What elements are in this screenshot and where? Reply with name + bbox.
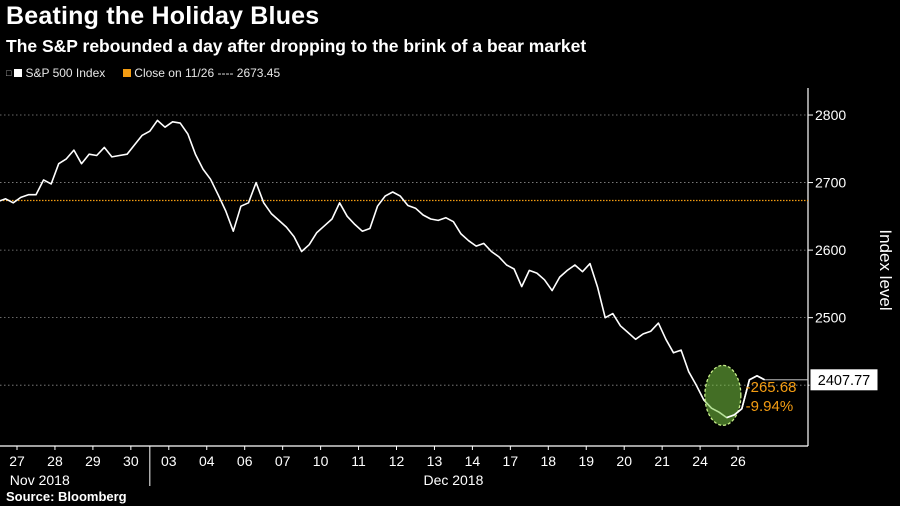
- x-tick-label: 21: [654, 453, 670, 469]
- current-value-box: [809, 368, 879, 392]
- annotation-pct: -9.94%: [746, 398, 794, 415]
- x-tick-label: 06: [237, 453, 253, 469]
- legend-prefix-icon: □: [6, 68, 12, 78]
- series-line: [0, 119, 765, 419]
- x-tick-label: 17: [503, 453, 519, 469]
- legend-swatch-reference: [123, 69, 132, 77]
- y-tick-label: 2500: [815, 310, 846, 326]
- y-tick-label: 2700: [815, 175, 846, 191]
- x-tick-label: 07: [275, 453, 291, 469]
- legend-series-label: S&P 500 Index: [25, 66, 106, 80]
- legend: □ S&P 500 Index Close on 11/26 ---- 2673…: [6, 66, 280, 80]
- series-line-tail: [726, 374, 765, 419]
- legend-reference-label: Close on 11/26 ---- 2673.45: [134, 66, 281, 80]
- annotation-change: -265.68: [746, 379, 797, 396]
- x-tick-label: 19: [578, 453, 594, 469]
- source-note: Source: Bloomberg: [6, 489, 127, 504]
- x-tick-label: 11: [351, 453, 366, 469]
- x-tick-label: 30: [123, 453, 139, 469]
- x-tick-label: 10: [313, 453, 329, 469]
- x-tick-label: 03: [161, 453, 177, 469]
- x-tick-label: 04: [199, 453, 215, 469]
- x-tick-label: 29: [85, 453, 101, 469]
- y-axis-label: Index level: [876, 229, 895, 310]
- y-tick-label: 2600: [815, 242, 846, 258]
- x-tick-label: 14: [465, 453, 481, 469]
- x-tick-label: 12: [389, 453, 405, 469]
- x-tick-label: 20: [616, 453, 632, 469]
- x-tick-label: 27: [9, 453, 25, 469]
- x-tick-label: 26: [730, 453, 746, 469]
- month-label: Nov 2018: [10, 472, 70, 488]
- chart-subtitle: The S&P rebounded a day after dropping t…: [6, 36, 587, 56]
- x-tick-label: 13: [427, 453, 443, 469]
- current-value-label: 2407.77: [818, 373, 870, 389]
- y-tick-label: 2800: [815, 107, 846, 123]
- highlight-ellipse: [704, 364, 742, 426]
- month-label: Dec 2018: [423, 472, 483, 488]
- x-tick-label: 24: [692, 453, 708, 469]
- x-tick-label: 28: [47, 453, 63, 469]
- legend-swatch-series: [14, 69, 23, 77]
- chart-title: Beating the Holiday Blues: [6, 2, 320, 30]
- x-tick-label: 18: [541, 453, 557, 469]
